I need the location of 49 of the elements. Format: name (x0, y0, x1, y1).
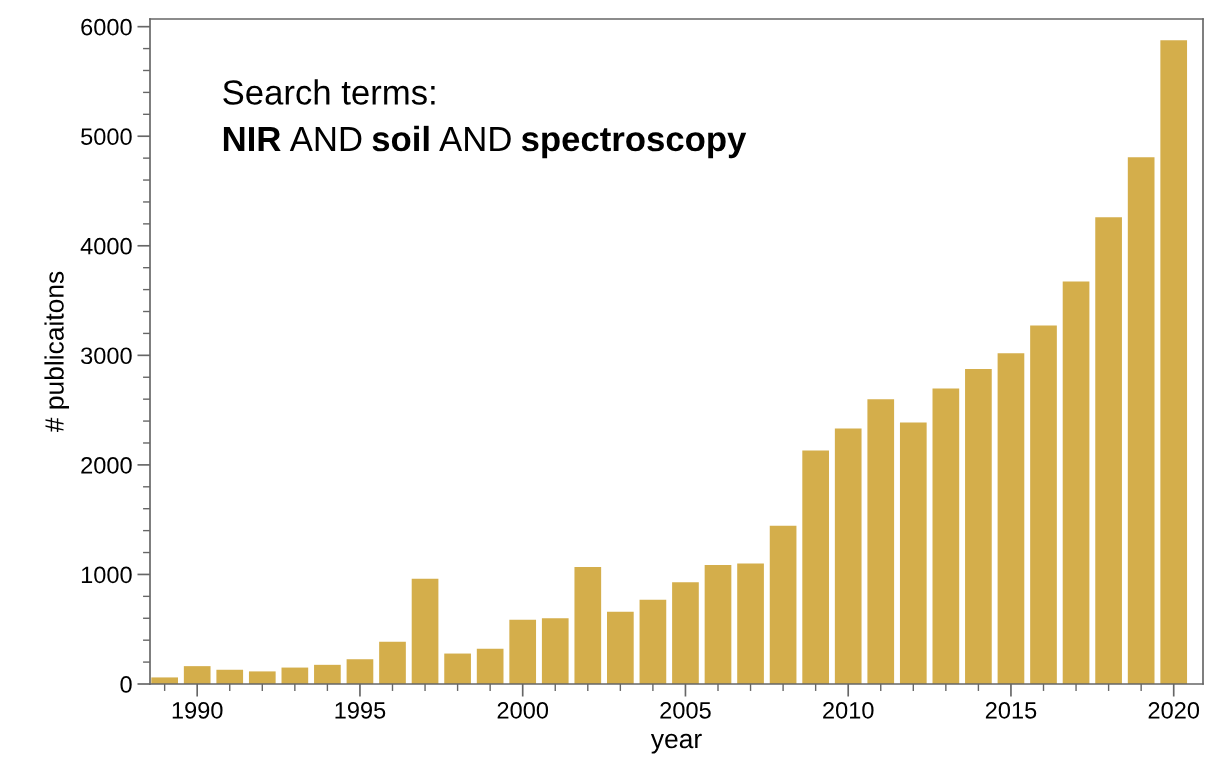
x-tick-label: 2005 (660, 701, 711, 719)
bar (737, 563, 764, 684)
bar (607, 611, 634, 684)
x-tick-label: 1995 (335, 701, 386, 719)
bar (216, 669, 244, 684)
bar (965, 368, 992, 684)
bar (411, 578, 439, 684)
bar (639, 599, 667, 684)
y-tick-label: 5000 (81, 128, 132, 146)
y-tick-label: 3000 (81, 347, 132, 365)
bar (151, 677, 178, 684)
bar (704, 564, 732, 684)
y-tick-label: 0 (120, 676, 132, 693)
bar (1160, 40, 1188, 684)
x-tick-label: 1990 (172, 701, 223, 719)
annotation: Search terms: (223, 79, 435, 105)
x-tick-label: 2000 (497, 701, 549, 719)
x-tick-label: 2020 (1148, 701, 1200, 719)
bar (932, 388, 960, 684)
x-tick-label: 2015 (985, 701, 1037, 719)
bar (509, 619, 537, 684)
y-axis-title: # publicaitons (44, 271, 70, 433)
bar (574, 567, 602, 684)
bar (379, 641, 406, 684)
bar (346, 659, 374, 684)
bar (1062, 281, 1090, 684)
bar (834, 428, 862, 684)
annotation: NIR AND soil AND spectroscopy (223, 125, 747, 159)
y-tick-label: 1000 (81, 566, 132, 584)
bar (314, 664, 341, 684)
bar (997, 353, 1025, 684)
bar (867, 399, 895, 684)
bar (183, 666, 211, 684)
bar (802, 450, 829, 684)
x-tick-label: 2010 (823, 701, 874, 719)
bar (672, 582, 699, 684)
y-tick-label: 2000 (81, 456, 132, 474)
bar (248, 671, 276, 684)
bar (1095, 217, 1122, 684)
bar (476, 648, 504, 684)
bar (899, 422, 927, 684)
x-axis-title: year (650, 733, 702, 754)
bar (444, 653, 471, 684)
bar (1127, 157, 1155, 684)
y-tick-label: 4000 (80, 237, 132, 255)
bar (1030, 325, 1057, 684)
bar (769, 525, 797, 684)
bar (541, 618, 569, 684)
y-tick-label: 6000 (81, 18, 132, 36)
